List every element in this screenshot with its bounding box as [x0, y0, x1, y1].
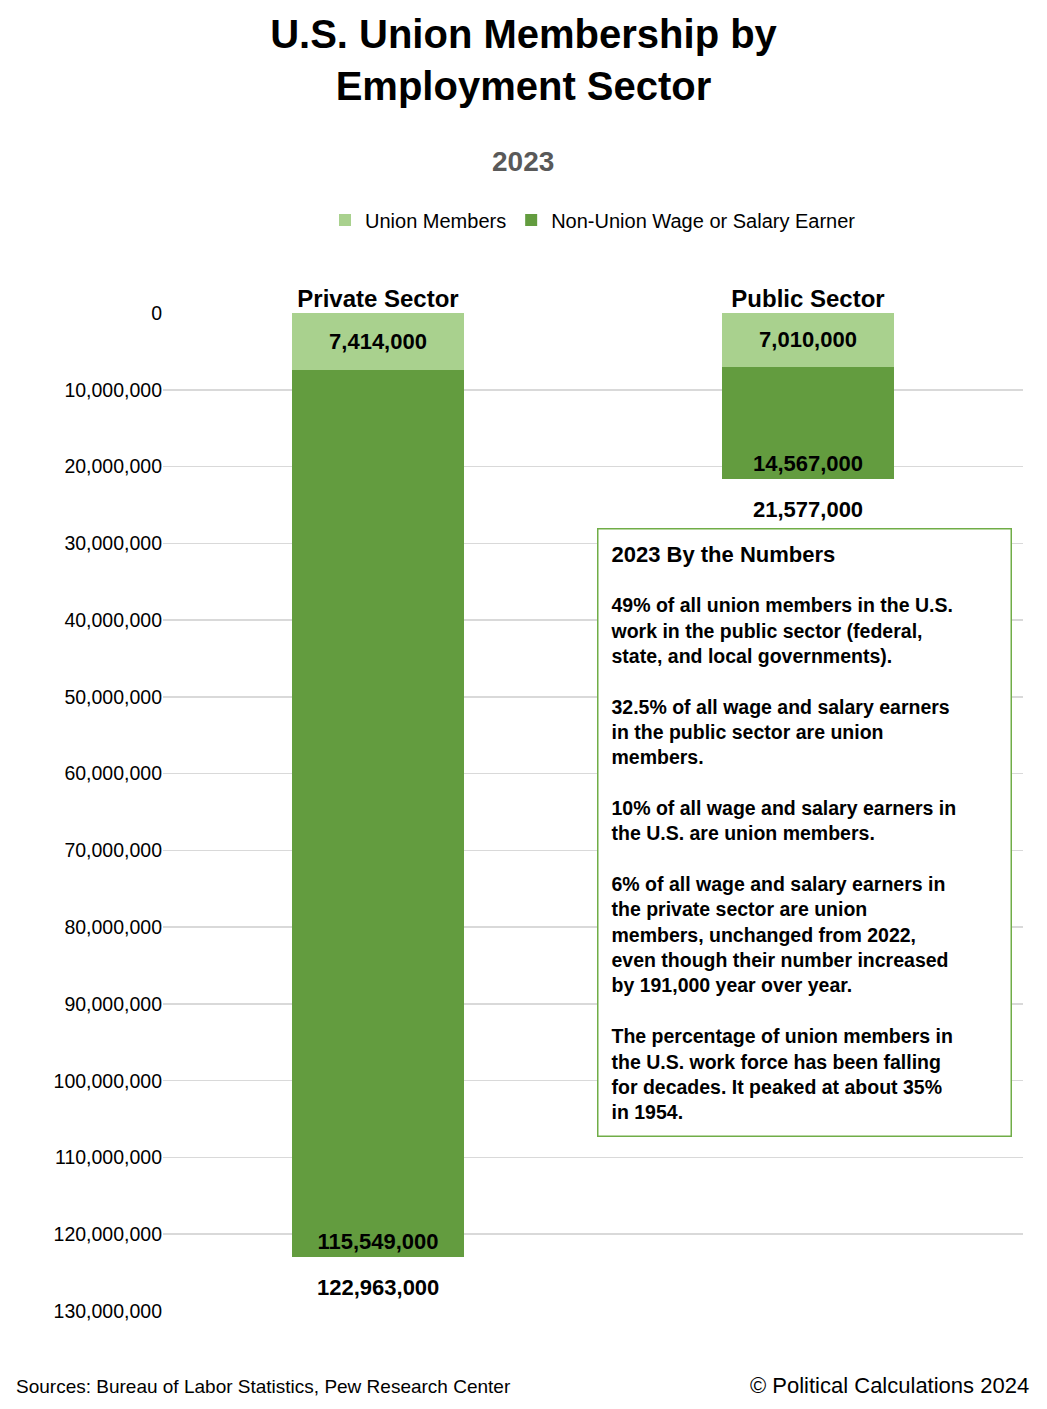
svg-text:2023: 2023: [492, 146, 554, 177]
svg-text:14,567,000: 14,567,000: [753, 451, 863, 476]
svg-text:0: 0: [151, 302, 162, 324]
svg-text:70,000,000: 70,000,000: [64, 839, 162, 861]
svg-text:20,000,000: 20,000,000: [64, 455, 162, 477]
svg-text:90,000,000: 90,000,000: [64, 993, 162, 1015]
svg-text:Union Members: Union Members: [365, 210, 506, 232]
svg-text:122,963,000: 122,963,000: [317, 1275, 439, 1300]
svg-text:120,000,000: 120,000,000: [54, 1223, 163, 1245]
svg-text:Non-Union Wage or Salary Earne: Non-Union Wage or Salary Earner: [551, 210, 855, 232]
svg-text:7,414,000: 7,414,000: [329, 329, 427, 354]
svg-text:7,010,000: 7,010,000: [759, 327, 857, 352]
svg-text:10,000,000: 10,000,000: [64, 379, 162, 401]
svg-text:130,000,000: 130,000,000: [54, 1300, 163, 1322]
svg-text:Sources: Bureau of Labor Stati: Sources: Bureau of Labor Statistics, Pew…: [16, 1376, 511, 1397]
svg-text:40,000,000: 40,000,000: [64, 609, 162, 631]
svg-text:21,577,000: 21,577,000: [753, 497, 863, 522]
svg-text:30,000,000: 30,000,000: [64, 532, 162, 554]
svg-text:2023 By the Numbers49% of all: 2023 By the Numbers49% of all union memb…: [611, 542, 957, 1124]
svg-text:Private Sector: Private Sector: [297, 285, 458, 312]
svg-text:U.S. Union Membership byEmploy: U.S. Union Membership byEmployment Secto…: [270, 12, 777, 108]
svg-text:60,000,000: 60,000,000: [64, 762, 162, 784]
svg-text:50,000,000: 50,000,000: [64, 686, 162, 708]
svg-text:115,549,000: 115,549,000: [317, 1229, 438, 1254]
svg-text:Public Sector: Public Sector: [731, 285, 884, 312]
svg-text:© Political Calculations 2024: © Political Calculations 2024: [750, 1373, 1029, 1398]
svg-text:110,000,000: 110,000,000: [55, 1146, 162, 1168]
svg-text:80,000,000: 80,000,000: [64, 916, 162, 938]
svg-text:100,000,000: 100,000,000: [54, 1070, 163, 1092]
